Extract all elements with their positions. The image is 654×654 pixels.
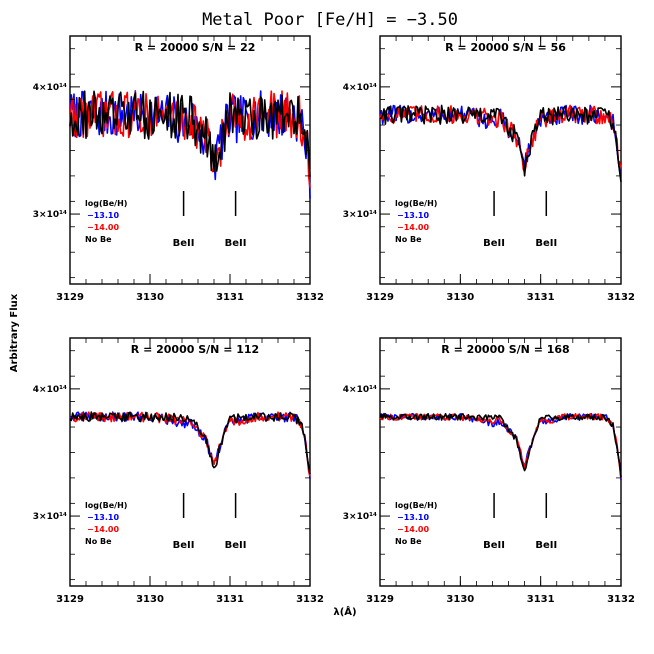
y-tick-label: 4×10¹⁴ <box>343 83 377 93</box>
y-tick-label: 3×10¹⁴ <box>343 210 377 220</box>
series-line <box>69 411 311 475</box>
y-tick-label: 3×10¹⁴ <box>33 512 67 522</box>
legend-entry: −13.10 <box>397 513 429 522</box>
x-tick-label: 3129 <box>56 594 84 605</box>
y-tick-label: 3×10¹⁴ <box>33 210 67 220</box>
legend-entry: −13.10 <box>87 211 119 220</box>
x-tick-label: 3132 <box>607 594 635 605</box>
figure-title: Metal Poor [Fe/H] = −3.50 <box>202 10 458 30</box>
legend-entry: −13.10 <box>397 211 429 220</box>
series-line <box>69 90 311 177</box>
panels-group: 3129 3130 3131 3132 3×10¹⁴ 4×10¹⁴ R = 20000 S/… <box>33 35 635 605</box>
panel-1: 3129 3130 3131 3132 3×10¹⁴ 4×10¹⁴ R = 20000 S/… <box>33 35 324 303</box>
y-axis-label: Arbitrary Flux <box>9 293 20 372</box>
beii-line-label: BeII <box>483 238 505 249</box>
x-tick-label: 3132 <box>296 594 324 605</box>
legend-entry: −14.00 <box>87 223 119 232</box>
legend-entry: −13.10 <box>87 513 119 522</box>
x-tick-label: 3130 <box>446 292 474 303</box>
panel-title: R = 20000 S/N = 22 <box>135 41 256 54</box>
beii-line-label: BeII <box>173 238 195 249</box>
x-tick-label: 3131 <box>216 292 244 303</box>
series-line <box>379 104 622 183</box>
series-line <box>379 412 622 481</box>
x-tick-label: 3129 <box>366 292 394 303</box>
beii-line-label: BeII <box>173 540 195 551</box>
legend-entry: −14.00 <box>397 223 429 232</box>
panel-title: R = 20000 S/N = 112 <box>131 343 259 356</box>
legend-entry: −14.00 <box>87 525 119 534</box>
plot-frame <box>379 337 622 587</box>
y-tick-label: 4×10¹⁴ <box>33 385 67 395</box>
legend-header: log(Be/H) <box>85 501 127 510</box>
x-tick-label: 3132 <box>607 292 635 303</box>
beii-line-label: BeII <box>535 238 557 249</box>
beii-line-label: BeII <box>225 238 247 249</box>
plot-frame <box>69 337 311 587</box>
panel-title: R = 20000 S/N = 168 <box>441 343 569 356</box>
x-tick-label: 3130 <box>446 594 474 605</box>
panel-3: 3129 3130 3131 3132 3×10¹⁴ 4×10¹⁴ R = 20000 S/… <box>33 337 324 605</box>
y-tick-label: 4×10¹⁴ <box>343 385 377 395</box>
x-tick-label: 3131 <box>527 594 555 605</box>
legend-entry: −14.00 <box>397 525 429 534</box>
beii-line-label: BeII <box>225 540 247 551</box>
plot-frame <box>69 35 311 285</box>
legend-entry: No Be <box>85 235 112 244</box>
x-tick-label: 3131 <box>527 292 555 303</box>
legend-entry: No Be <box>395 537 422 546</box>
legend-header: log(Be/H) <box>395 199 437 208</box>
legend-entry: No Be <box>85 537 112 546</box>
x-tick-label: 3130 <box>136 594 164 605</box>
beii-line-label: BeII <box>483 540 505 551</box>
x-tick-label: 3129 <box>56 292 84 303</box>
x-tick-label: 3130 <box>136 292 164 303</box>
plot-frame <box>379 35 622 285</box>
y-tick-label: 4×10¹⁴ <box>33 83 67 93</box>
y-tick-label: 3×10¹⁴ <box>343 512 377 522</box>
legend-header: log(Be/H) <box>85 199 127 208</box>
x-axis-label: λ(Å) <box>333 605 356 618</box>
legend-entry: No Be <box>395 235 422 244</box>
panel-2: 3129 3130 3131 3132 3×10¹⁴ 4×10¹⁴ R = 20000 S/… <box>343 35 635 303</box>
x-tick-label: 3131 <box>216 594 244 605</box>
series-line <box>379 412 622 478</box>
x-tick-label: 3132 <box>296 292 324 303</box>
panel-title: R = 20000 S/N = 56 <box>445 41 566 54</box>
beii-line-label: BeII <box>535 540 557 551</box>
legend-header: log(Be/H) <box>395 501 437 510</box>
panel-4: 3129 3130 3131 3132 3×10¹⁴ 4×10¹⁴ R = 20000 S/… <box>343 337 635 605</box>
x-tick-label: 3129 <box>366 594 394 605</box>
